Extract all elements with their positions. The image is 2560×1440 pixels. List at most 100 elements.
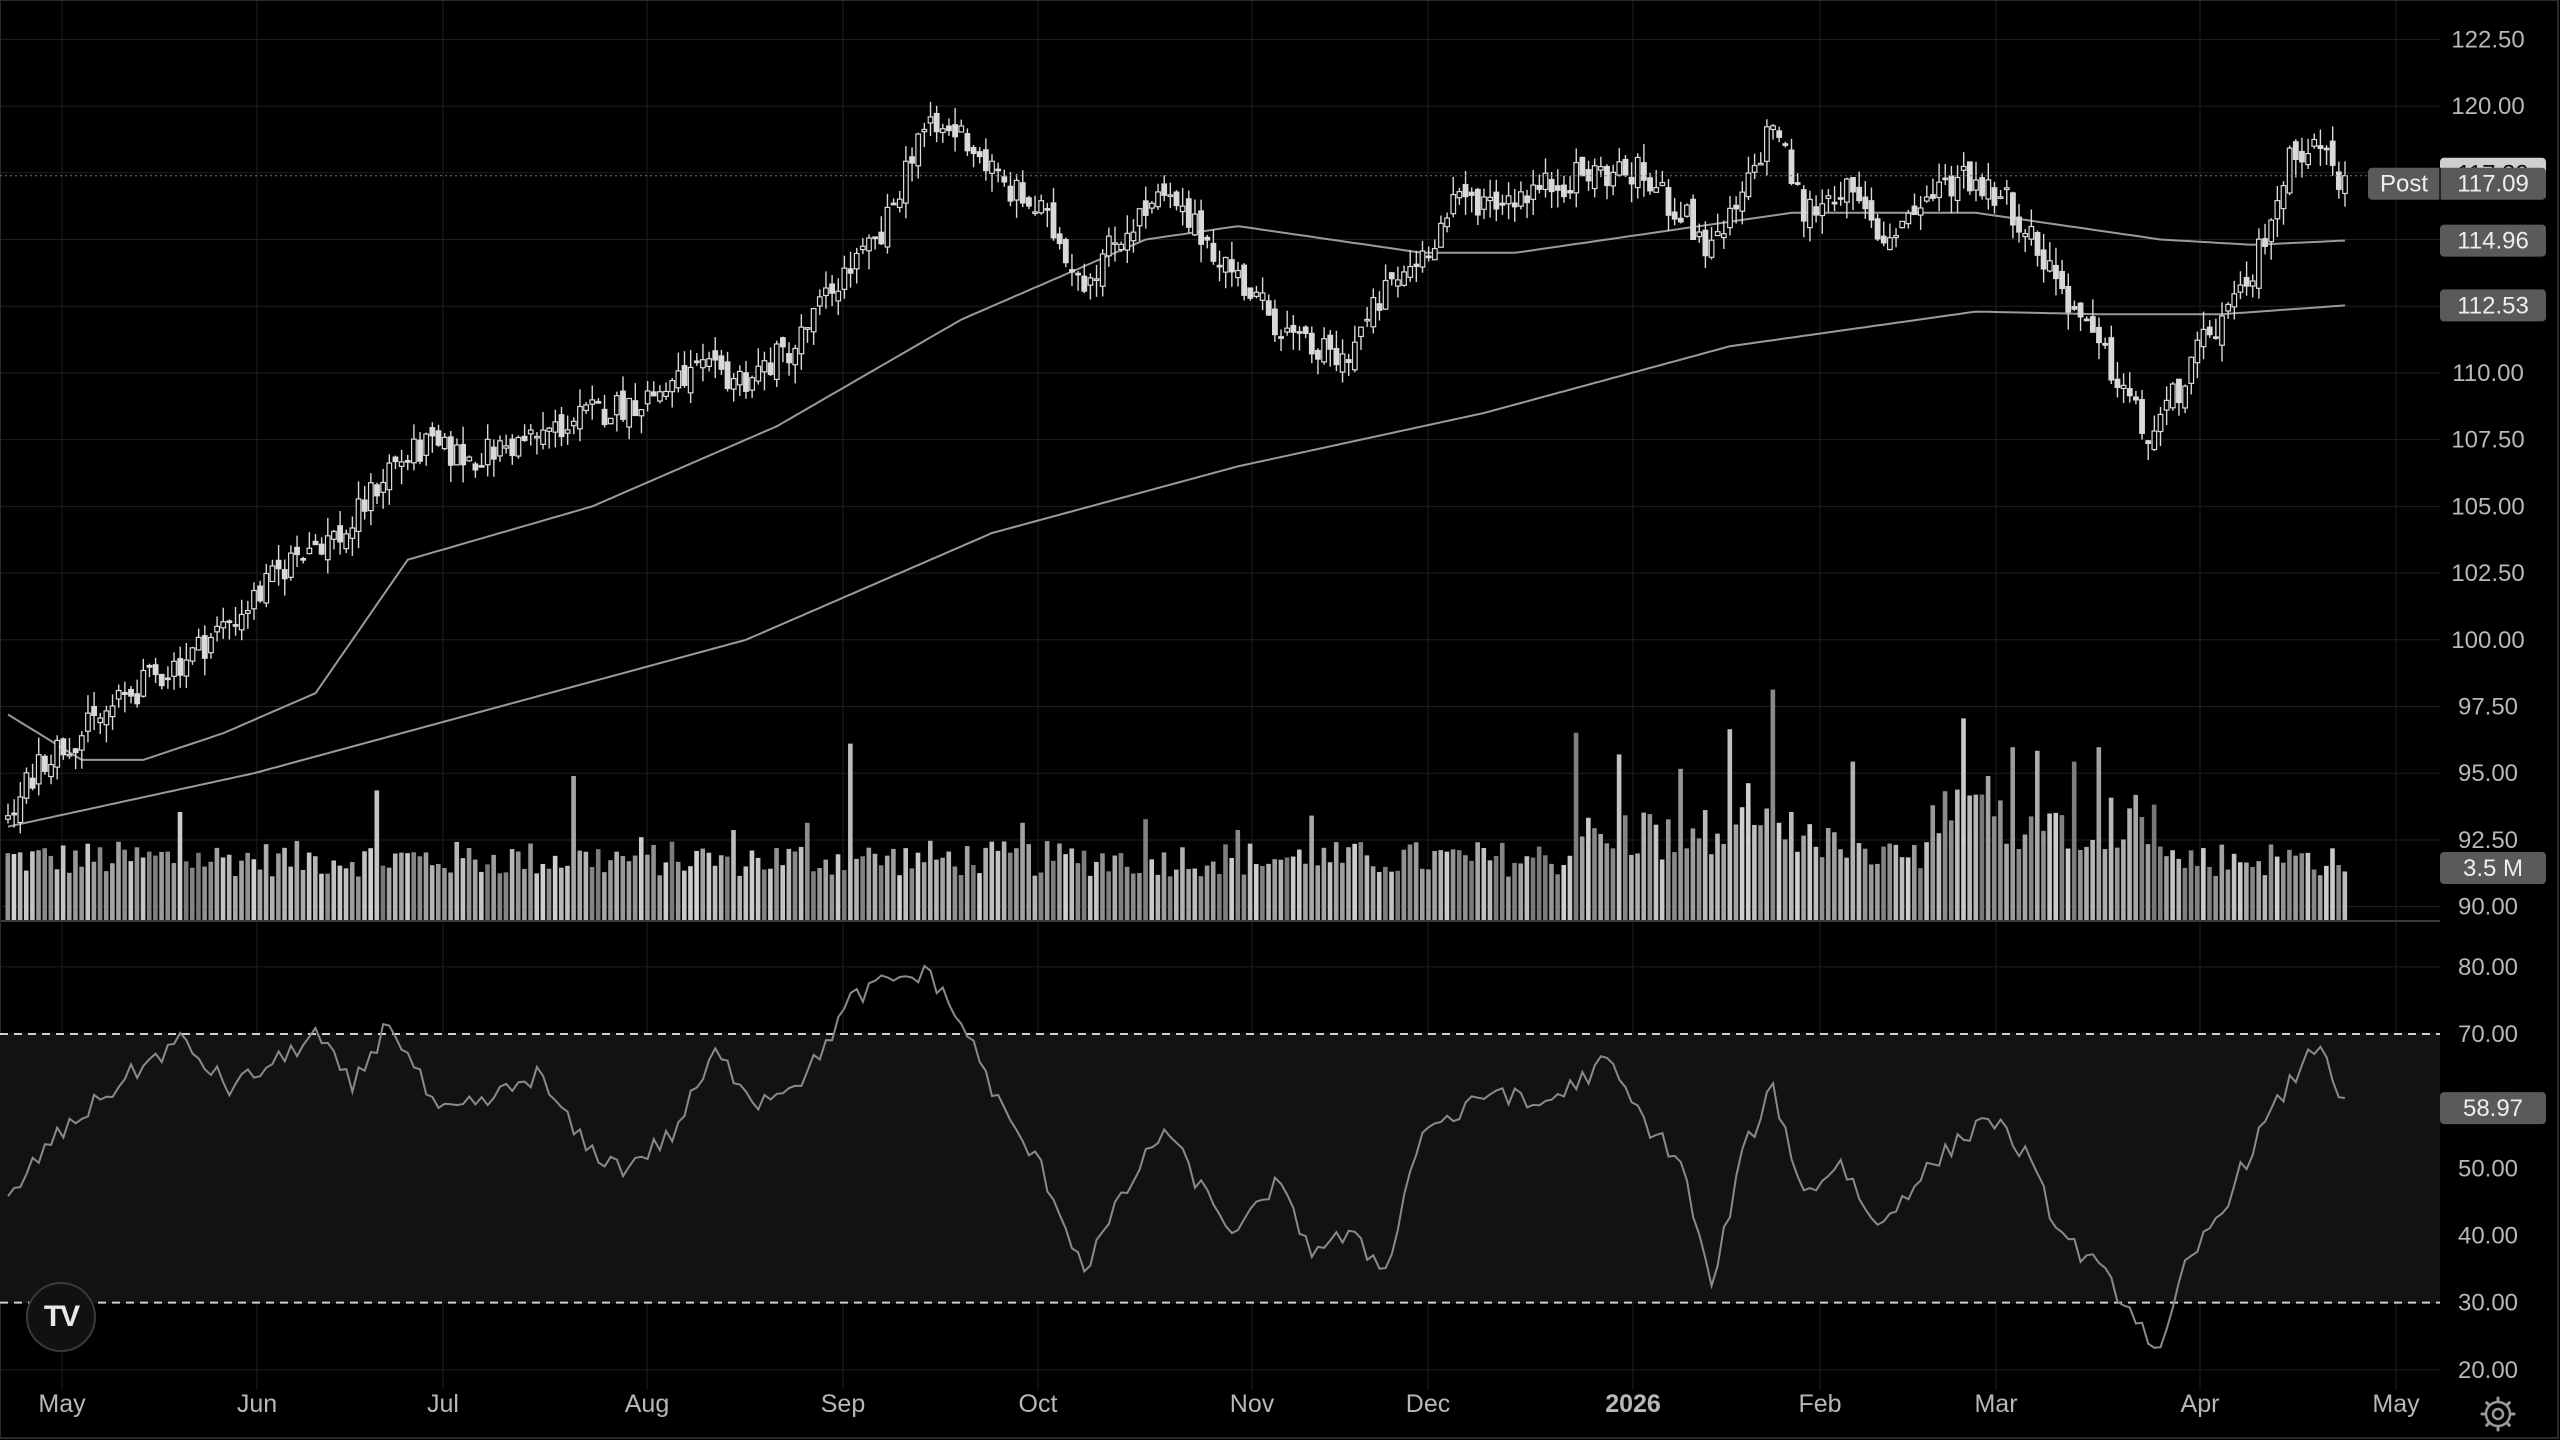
candle-body <box>1161 183 1168 196</box>
time-tick-label: Oct <box>1019 1390 1058 1418</box>
candle-body <box>2335 171 2342 190</box>
candle-body <box>902 160 909 204</box>
candle-body <box>2188 356 2195 384</box>
volume-bar <box>300 869 306 920</box>
rsi-indicator <box>7 964 2346 1349</box>
volume-bar <box>319 873 324 920</box>
candle-body <box>220 621 227 629</box>
volume-bar <box>23 870 29 920</box>
volume-bar <box>897 875 902 920</box>
volume-bar <box>1764 808 1769 920</box>
candle-body <box>35 754 42 785</box>
volume-bar <box>73 850 78 920</box>
candle-body <box>1087 277 1094 286</box>
candlesticks[interactable] <box>0 101 2440 834</box>
candle-body <box>2176 378 2182 404</box>
candle-body <box>1985 179 1992 200</box>
volume-bar <box>811 871 816 920</box>
candle-body <box>872 236 879 240</box>
time-tick-label: 2026 <box>1605 1390 1661 1418</box>
candle-body <box>1290 324 1297 333</box>
candle-body <box>2053 264 2059 280</box>
volume-bar <box>1647 814 1653 920</box>
candle-body <box>115 689 122 700</box>
volume-bar <box>798 846 804 920</box>
volume-bar <box>706 852 712 920</box>
volume-bar <box>1961 718 1966 920</box>
price-tick-label: 90.00 <box>2458 894 2518 921</box>
volume-bar <box>1026 844 1031 920</box>
candle-body <box>1216 264 1223 268</box>
volume-bar <box>257 869 263 920</box>
candle-body <box>1591 165 1598 190</box>
volume-bar <box>436 864 441 920</box>
candle-body <box>1899 220 1906 229</box>
volume-bar <box>2244 862 2249 920</box>
volume-bar <box>472 859 478 920</box>
volume-bar <box>1463 855 1468 920</box>
candle-body <box>1173 191 1180 207</box>
volume-bar <box>1192 868 1198 920</box>
volume-bar <box>1493 855 1499 920</box>
volume-bar <box>1887 843 1892 920</box>
candle-body <box>447 436 454 466</box>
volume-bar <box>1789 812 1794 920</box>
candle-body <box>1007 185 1014 202</box>
volume-bar <box>146 851 152 920</box>
candle-body <box>859 245 866 251</box>
candle-body <box>533 435 540 439</box>
volume-bar <box>903 848 908 920</box>
candle-body <box>933 112 940 133</box>
volume-bar <box>1161 852 1167 920</box>
volume-bar <box>2317 875 2323 920</box>
candle-body <box>1524 195 1530 204</box>
candle-body <box>146 664 153 668</box>
candle-body <box>1542 172 1549 191</box>
volume-bar <box>2041 830 2046 920</box>
volume-bar <box>2047 813 2052 920</box>
candle-body <box>1825 195 1832 200</box>
candle-body <box>1456 191 1463 199</box>
volume-bar <box>2311 869 2317 920</box>
volume-bar <box>1782 839 1788 920</box>
candle-body <box>484 438 491 466</box>
time-axis[interactable]: May Jun Jul Aug Sep Oct Nov Dec 2026 Feb Mar Apr May <box>38 1390 2420 1418</box>
price-tag-label-volume: 3.5 M <box>2463 855 2523 882</box>
candle-body <box>995 168 1002 172</box>
candle-body <box>1192 213 1198 236</box>
candle-body <box>1401 271 1407 286</box>
candle-body <box>2299 150 2305 163</box>
gear-icon[interactable] <box>2476 1392 2520 1436</box>
volume-bar <box>909 868 915 920</box>
volume-bar <box>638 837 644 920</box>
volume-bar <box>669 841 675 920</box>
candle-body <box>1757 162 1764 166</box>
candle-body <box>497 440 503 457</box>
volume-bar <box>2102 849 2108 920</box>
candle-body <box>343 533 350 550</box>
volume-bar <box>958 875 964 920</box>
volume-bar <box>110 863 115 920</box>
volume-bar <box>2287 849 2292 920</box>
rsi-band <box>0 1033 2440 1304</box>
candle-body <box>798 326 805 355</box>
candle-body <box>257 585 264 602</box>
candle-body <box>1431 248 1438 261</box>
volume-bar <box>2127 808 2132 920</box>
tradingview-logo[interactable]: TV <box>26 1282 96 1352</box>
candle-body <box>1807 198 1813 229</box>
candle-body <box>2268 219 2275 243</box>
candle-body <box>896 198 903 209</box>
volume-bar <box>2176 858 2182 920</box>
volume-bar <box>239 860 244 920</box>
candle-body <box>2249 280 2256 287</box>
volume-bar <box>749 850 755 920</box>
candle-body <box>546 427 553 432</box>
candle-body <box>792 347 799 366</box>
volume-bar <box>2219 844 2225 920</box>
candle-body <box>1001 176 1008 183</box>
candle-body <box>2009 192 2016 226</box>
volume-bar <box>2114 847 2120 920</box>
